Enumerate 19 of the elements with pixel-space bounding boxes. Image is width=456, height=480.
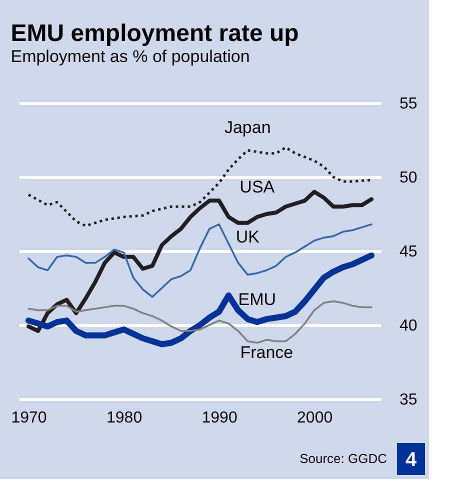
x-tick-label: 1970: [11, 410, 47, 426]
text: 4: [405, 449, 418, 471]
chart-subtitle: Employment as % of population: [10, 47, 250, 66]
series-label: USA: [240, 177, 276, 196]
x-tick-label: 1980: [106, 410, 142, 426]
line-series: [27, 146, 373, 228]
source-note: Source: GGDC: [300, 451, 387, 466]
y-tick-label: 55: [400, 96, 418, 112]
y-tick-label: 40: [400, 318, 418, 334]
x-tick-label: 1990: [202, 410, 238, 426]
y-tick-label: 35: [400, 392, 418, 408]
series-label: UK: [236, 228, 260, 247]
y-tick-label: 50: [400, 170, 418, 186]
chart-title: EMU employment rate up: [10, 20, 299, 47]
x-tick-label: 2000: [297, 410, 333, 426]
y-tick-label: 45: [400, 244, 418, 260]
series-label: France: [240, 343, 294, 362]
series-label: EMU: [238, 290, 276, 309]
series-label: Japan: [224, 118, 271, 138]
